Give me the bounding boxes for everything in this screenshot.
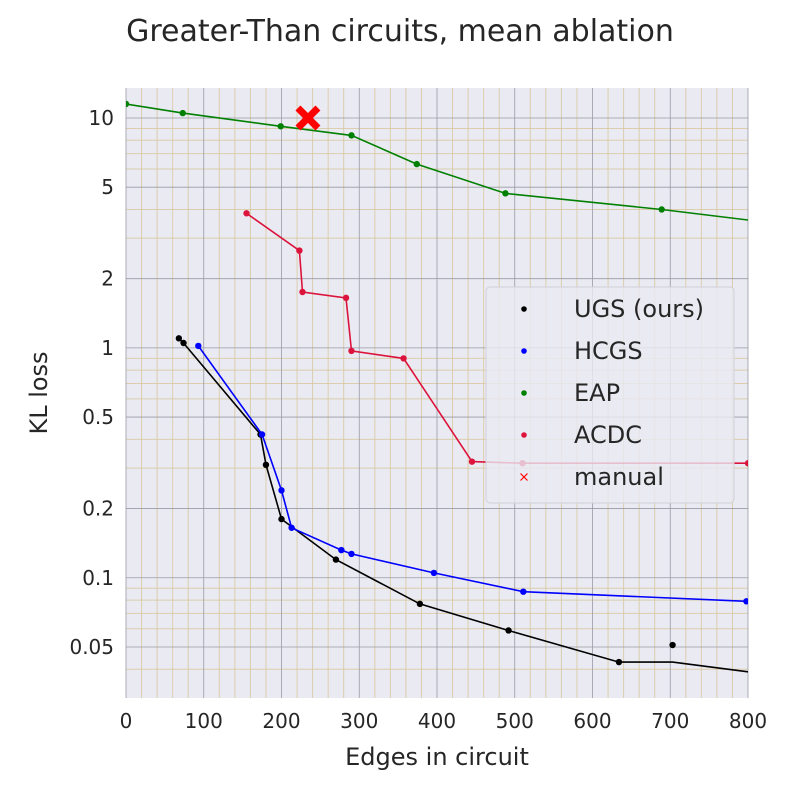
data-point (743, 598, 748, 605)
x-tick-label: 500 (496, 709, 534, 733)
data-point (338, 546, 345, 554)
data-point (126, 100, 130, 108)
legend-marker (521, 390, 527, 396)
y-tick-label: 0.1 (82, 566, 114, 590)
legend-item: HCGS (521, 337, 643, 365)
legend-item: EAP (521, 379, 620, 407)
y-tick-label: 0.5 (82, 405, 114, 429)
data-point (348, 132, 355, 139)
data-point (744, 460, 748, 467)
data-point (258, 431, 266, 438)
series-hcgs (195, 342, 748, 605)
data-point (669, 641, 676, 649)
data-point (416, 600, 424, 608)
data-point (520, 588, 527, 595)
data-point (400, 355, 407, 362)
x-axis-label: Edges in circuit (345, 743, 529, 771)
y-tick-label: 0.05 (69, 635, 114, 659)
legend-marker (520, 473, 528, 481)
series-eap (126, 100, 748, 221)
data-point (502, 190, 509, 197)
grid (125, 88, 749, 698)
data-point (278, 487, 285, 494)
data-point (296, 247, 303, 254)
x-tick-label: 0 (120, 709, 133, 733)
data-point (262, 461, 270, 469)
legend-item: UGS (ours) (521, 295, 704, 323)
data-point (413, 160, 420, 168)
data-point (175, 335, 183, 342)
x-tick-label: 200 (262, 709, 300, 733)
legend-label: UGS (ours) (574, 295, 704, 323)
chart-title: Greater-Than circuits, mean ablation (126, 14, 674, 49)
data-point (505, 627, 512, 634)
data-point (348, 347, 355, 355)
y-axis-label: KL loss (25, 351, 53, 434)
legend-label: manual (574, 463, 664, 491)
x-tick-label: 300 (340, 709, 378, 733)
legend-item: ACDC (521, 421, 642, 449)
legend-label: EAP (574, 379, 620, 407)
data-point (615, 658, 623, 666)
series-ugs-ours- (175, 335, 748, 673)
data-point (179, 109, 186, 117)
y-tick-label: 10 (89, 106, 114, 130)
series-manual (295, 105, 321, 131)
manual-marker (295, 105, 321, 131)
series-layer (126, 100, 748, 673)
y-tick-label: 0.2 (82, 497, 114, 521)
y-tick-label: 5 (101, 175, 114, 199)
x-tick-label: 600 (573, 709, 611, 733)
legend-label: HCGS (574, 337, 643, 365)
y-tick-label: 2 (101, 267, 114, 291)
data-point (278, 515, 285, 523)
data-point (430, 569, 438, 577)
series-line (126, 103, 748, 221)
tick-labels: 0 100 200 300 400 500 600 700 800 0.05 0.1 0.2 0.5 1 2… (69, 106, 767, 733)
x-tick-label: 700 (651, 709, 689, 733)
y-tick-label: 1 (101, 336, 114, 360)
x-tick-label: 100 (185, 709, 223, 733)
legend-marker (521, 306, 527, 312)
data-point (299, 288, 306, 296)
data-point (658, 206, 665, 213)
data-point (348, 550, 355, 558)
data-point (468, 458, 476, 465)
data-point (243, 210, 250, 217)
series-line (197, 345, 748, 603)
legend-marker (521, 348, 527, 354)
data-point (195, 342, 202, 350)
data-point (288, 524, 295, 531)
data-point (277, 123, 284, 130)
data-point (180, 339, 187, 347)
x-tick-label: 800 (729, 709, 767, 733)
legend-marker (521, 432, 527, 438)
legend-label: ACDC (574, 421, 642, 449)
x-tick-label: 400 (418, 709, 456, 733)
legend-item: manual (520, 463, 664, 491)
data-point (332, 556, 340, 563)
data-point (342, 294, 350, 302)
legend: UGS (ours) HCGS EAP ACDC manual (485, 286, 735, 504)
legend-box (485, 286, 735, 504)
